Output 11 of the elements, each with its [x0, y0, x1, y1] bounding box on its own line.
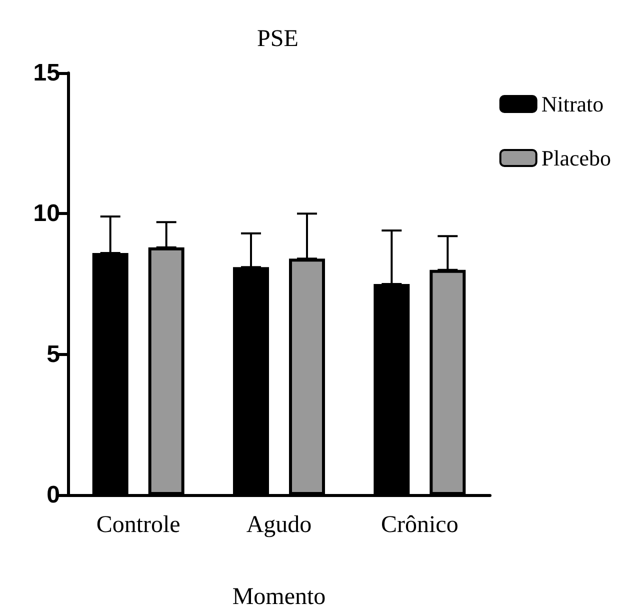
- x-tick-label: Controle: [96, 512, 180, 538]
- y-tick-label: 10: [33, 200, 60, 228]
- y-tick-label: 5: [46, 340, 60, 368]
- x-tick-label: Agudo: [246, 512, 312, 538]
- chart-title: PSE: [257, 26, 298, 52]
- y-tick-label: 15: [33, 60, 60, 86]
- legend-label: Nitrato: [541, 92, 604, 116]
- x-tick-label: Crônico: [381, 512, 458, 538]
- y-tick-label: 0: [46, 482, 60, 508]
- x-axis-title: Momento: [232, 584, 326, 610]
- legend-label: Placebo: [541, 146, 612, 170]
